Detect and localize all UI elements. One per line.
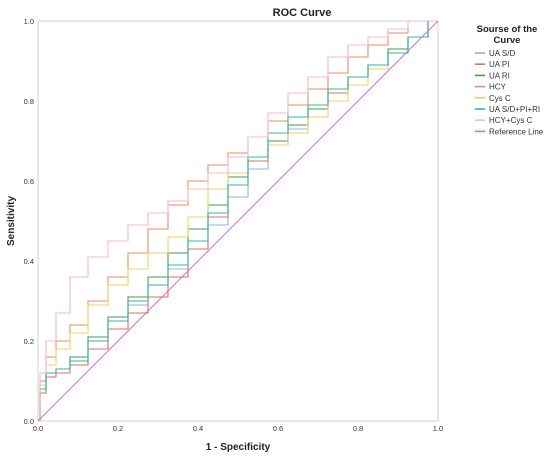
legend-label-hcy-cys-c: HCY+Cys C bbox=[489, 116, 533, 125]
x-tick-label: 0.2 bbox=[113, 424, 123, 433]
y-tick-label: 1.0 bbox=[24, 17, 34, 26]
legend-label-ua-s-d-pi-ri: UA S/D+PI+RI bbox=[489, 105, 540, 114]
legend-title-line-1: Sourse of the bbox=[477, 24, 538, 35]
plot-frame bbox=[37, 20, 439, 422]
x-tick-label: 1.0 bbox=[433, 424, 443, 433]
series-line-cys-c bbox=[38, 20, 438, 422]
legend-label-ua-pi: UA PI bbox=[489, 60, 509, 69]
series-layer bbox=[37, 20, 439, 422]
legend-label-hcy: HCY bbox=[489, 83, 507, 92]
x-tick-label: 0.8 bbox=[353, 424, 363, 433]
series-line-hcy-cys-c bbox=[38, 20, 438, 422]
legend-label-reference-line: Reference Line bbox=[489, 127, 544, 136]
y-tick-label: 0.0 bbox=[24, 417, 34, 426]
y-axis-label: Sensitivity bbox=[6, 196, 17, 246]
y-tick-label: 0.4 bbox=[24, 257, 34, 266]
series-line-hcy bbox=[38, 20, 438, 422]
series-line-reference-line bbox=[37, 20, 439, 422]
legend: Sourse of the Curve UA S/D UA PI UA RI HCY C… bbox=[475, 24, 544, 136]
chart-title: ROC Curve bbox=[273, 7, 332, 19]
legend-label-ua-s-d: UA S/D bbox=[489, 49, 515, 58]
legend-label-cys-c: Cys C bbox=[489, 94, 511, 103]
x-tick-label: 0.6 bbox=[273, 424, 283, 433]
ticks-layer: 0.0 0.2 0.4 0.6 0.8 1.0 0.0 0.2 0.4 0.6 0.8 1.0 bbox=[24, 17, 444, 433]
series-line-ua-s-d-pi-ri bbox=[38, 20, 438, 422]
y-tick-label: 0.6 bbox=[24, 177, 34, 186]
legend-label-ua-ri: UA RI bbox=[489, 71, 510, 80]
legend-items: UA S/D UA PI UA RI HCY Cys C UA S/D+PI+RI HCY+… bbox=[475, 49, 544, 136]
y-tick-label: 0.2 bbox=[24, 337, 34, 346]
x-axis-label: 1 - Specificity bbox=[206, 442, 271, 453]
y-tick-label: 0.8 bbox=[24, 97, 34, 106]
x-tick-label: 0.0 bbox=[33, 424, 43, 433]
x-tick-label: 0.4 bbox=[193, 424, 203, 433]
legend-title-line-2: Curve bbox=[494, 35, 521, 46]
